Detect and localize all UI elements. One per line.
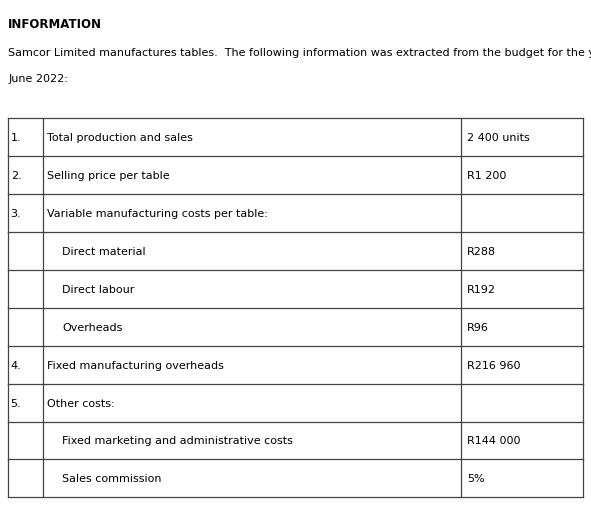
Text: June 2022:: June 2022: [8, 74, 68, 84]
Text: R216 960: R216 960 [467, 360, 521, 370]
Text: R288: R288 [467, 246, 496, 256]
Text: Other costs:: Other costs: [47, 398, 115, 408]
Text: Overheads: Overheads [62, 322, 122, 332]
Text: R1 200: R1 200 [467, 171, 506, 180]
Text: Direct labour: Direct labour [62, 284, 134, 294]
Text: 4.: 4. [11, 360, 21, 370]
Text: 5%: 5% [467, 474, 485, 483]
Text: R144 000: R144 000 [467, 436, 521, 445]
Text: 5.: 5. [11, 398, 21, 408]
Text: Selling price per table: Selling price per table [47, 171, 170, 180]
Text: 3.: 3. [11, 209, 21, 218]
Text: Total production and sales: Total production and sales [47, 133, 193, 142]
Text: R192: R192 [467, 284, 496, 294]
Text: Fixed manufacturing overheads: Fixed manufacturing overheads [47, 360, 224, 370]
Text: Samcor Limited manufactures tables.  The following information was extracted fro: Samcor Limited manufactures tables. The … [8, 48, 591, 58]
Text: INFORMATION: INFORMATION [8, 18, 102, 31]
Text: Sales commission: Sales commission [62, 474, 161, 483]
Text: Direct material: Direct material [62, 246, 145, 256]
Text: 2.: 2. [11, 171, 21, 180]
Text: R96: R96 [467, 322, 489, 332]
Text: Fixed marketing and administrative costs: Fixed marketing and administrative costs [62, 436, 293, 445]
Text: 1.: 1. [11, 133, 21, 142]
Text: Variable manufacturing costs per table:: Variable manufacturing costs per table: [47, 209, 268, 218]
Text: 2 400 units: 2 400 units [467, 133, 530, 142]
